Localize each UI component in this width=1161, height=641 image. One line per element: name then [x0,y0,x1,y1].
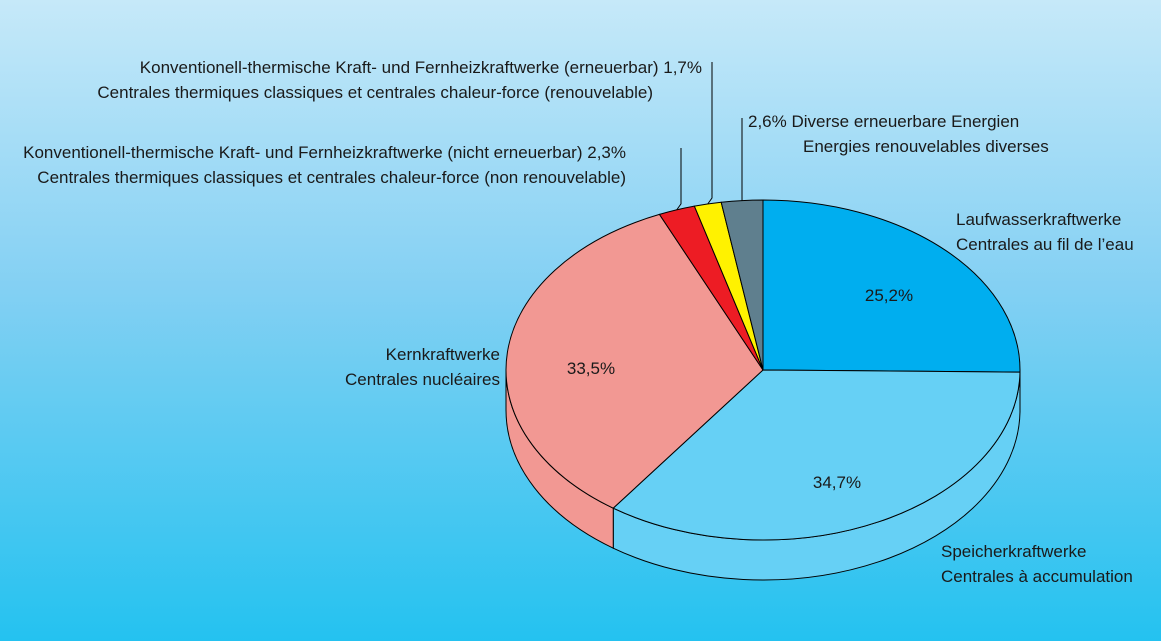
value-label-laufwasser: 25,2% [865,286,913,305]
value-label-diverse: 2,6% [748,112,787,131]
leader-lines [676,62,743,211]
label-de-kern: Kernkraftwerke [386,345,500,364]
pie-top-faces [505,199,1021,541]
value-label-therm-erneuerbar: 1,7% [663,58,702,77]
label-de-laufwasser: Laufwasserkraftwerke [956,210,1121,229]
label-de-therm-nicht: Konventionell-thermische Kraft- und Fern… [23,143,626,162]
value-label-speicher: 34,7% [813,473,861,492]
leader-line-therm_erneuerbar [707,62,713,205]
label-de-diverse-text: Diverse erneuerbare Energien [791,112,1019,131]
slice-speicher [612,369,1021,541]
value-label-kern: 33,5% [567,359,615,378]
slice-kern [505,213,764,509]
label-fr-therm-nicht: Centrales thermiques classiques et centr… [37,168,626,187]
label-fr-speicher: Centrales à accumulation [941,567,1133,586]
value-label-therm-nicht: 2,3% [587,143,626,162]
label-fr-therm-erneuerbar: Centrales thermiques classiques et centr… [97,83,653,102]
label-fr-kern: Centrales nucléaires [345,370,500,389]
label-de-therm-erneuerbar: Konventionell-thermische Kraft- und Fern… [140,58,702,77]
slice-laufwasser [762,199,1021,373]
label-de-speicher: Speicherkraftwerke [941,542,1087,561]
label-de-therm-erneuerbar-text: Konventionell-thermische Kraft- und Fern… [140,58,659,77]
label-de-diverse: 2,6% Diverse erneuerbare Energien [748,112,1019,131]
label-fr-diverse: Energies renouvelables diverses [803,137,1049,156]
label-de-therm-nicht-text: Konventionell-thermische Kraft- und Fern… [23,143,582,162]
label-fr-laufwasser: Centrales au fil de l’eau [956,235,1134,254]
leader-line-therm_nicht [676,148,682,211]
